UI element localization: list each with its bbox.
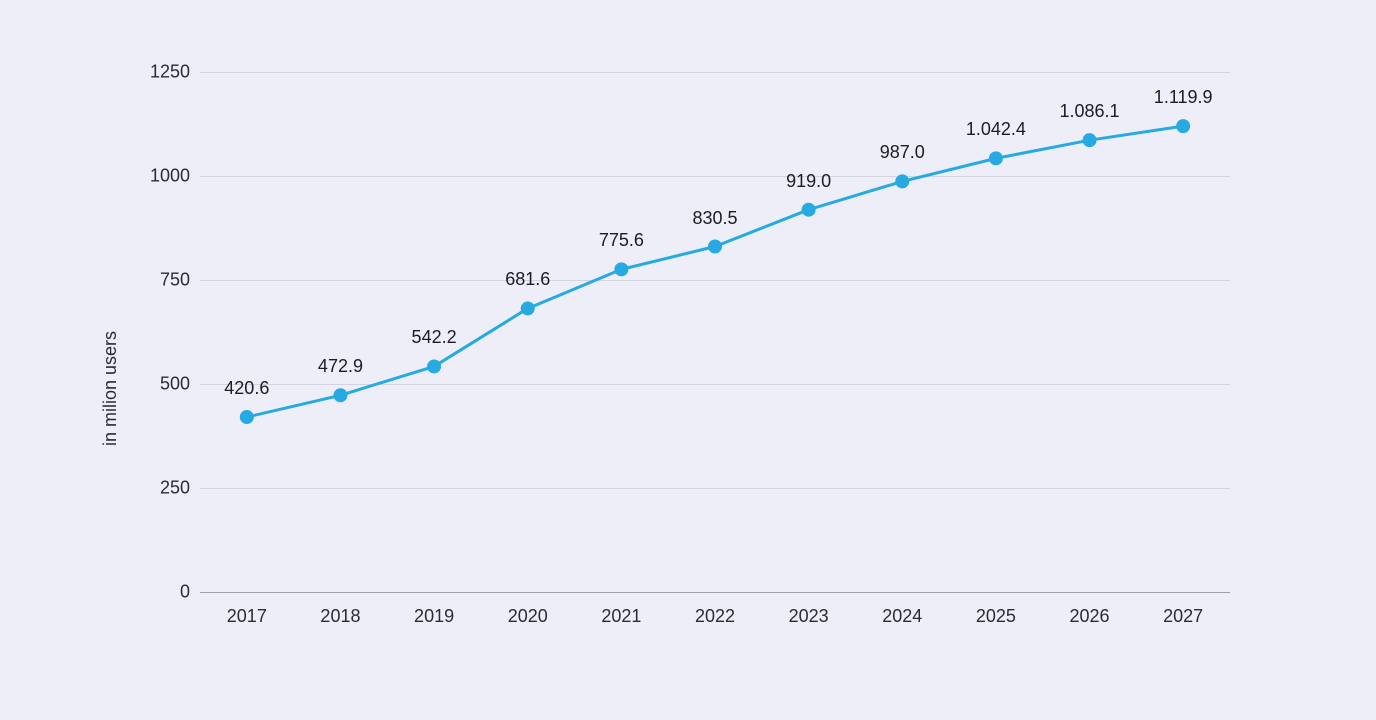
data-point — [521, 301, 535, 315]
data-label: 420.6 — [224, 378, 269, 399]
series-line — [247, 126, 1183, 417]
data-label: 775.6 — [599, 230, 644, 251]
x-tick-label: 2017 — [227, 606, 267, 627]
data-point — [989, 151, 1003, 165]
grid-line — [200, 384, 1230, 385]
x-tick-label: 2025 — [976, 606, 1016, 627]
line-chart: 0 250 500 750 1000 1250 2017 2018 2019 2020 2021 20… — [0, 0, 1376, 720]
data-label: 542.2 — [412, 327, 457, 348]
grid-line — [200, 176, 1230, 177]
y-tick-label: 1250 — [140, 62, 190, 83]
data-label: 472.9 — [318, 356, 363, 377]
x-tick-label: 2022 — [695, 606, 735, 627]
x-tick-label: 2018 — [320, 606, 360, 627]
grid-line — [200, 72, 1230, 73]
y-axis-title: in milion users — [100, 331, 121, 446]
grid-line — [200, 280, 1230, 281]
y-tick-label: 750 — [140, 270, 190, 291]
data-point — [1176, 119, 1190, 133]
data-label: 1.042.4 — [966, 119, 1026, 140]
y-tick-label: 500 — [140, 374, 190, 395]
data-point — [802, 203, 816, 217]
grid-line — [200, 488, 1230, 489]
data-point — [427, 359, 441, 373]
data-label: 987.0 — [880, 142, 925, 163]
data-point — [240, 410, 254, 424]
y-tick-label: 250 — [140, 478, 190, 499]
x-tick-label: 2024 — [882, 606, 922, 627]
data-label: 1.119.9 — [1154, 87, 1213, 108]
y-tick-label: 1000 — [140, 166, 190, 187]
data-label: 830.5 — [692, 208, 737, 229]
x-tick-label: 2020 — [508, 606, 548, 627]
data-point — [614, 262, 628, 276]
data-label: 919.0 — [786, 171, 831, 192]
x-tick-label: 2023 — [789, 606, 829, 627]
x-tick-label: 2027 — [1163, 606, 1203, 627]
data-point — [1083, 133, 1097, 147]
x-tick-label: 2026 — [1070, 606, 1110, 627]
data-label: 1.086.1 — [1060, 101, 1120, 122]
data-point — [333, 388, 347, 402]
x-axis — [200, 592, 1230, 593]
x-tick-label: 2021 — [601, 606, 641, 627]
y-tick-label: 0 — [140, 582, 190, 603]
x-tick-label: 2019 — [414, 606, 454, 627]
data-label: 681.6 — [505, 269, 550, 290]
data-point — [708, 240, 722, 254]
